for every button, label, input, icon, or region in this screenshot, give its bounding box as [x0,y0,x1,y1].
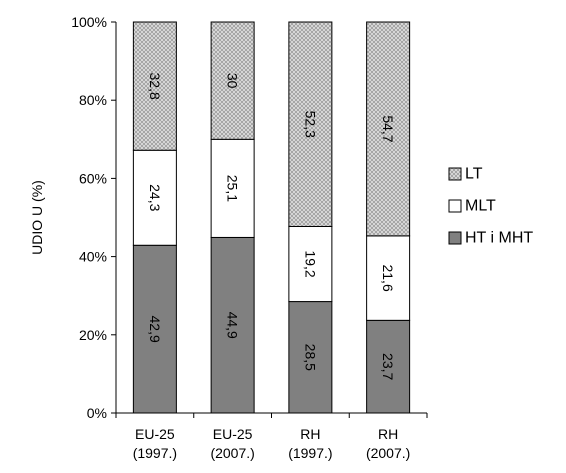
y-tick-label: 80% [79,92,107,108]
y-axis-title: UDIO U (%) [29,180,45,255]
x-tick-label-1: EU-25 [135,426,175,442]
y-tick-label: 60% [79,170,107,186]
data-label-lt-4: 54,7 [380,115,396,142]
legend-swatch-mlt [448,199,462,213]
legend-swatch-ht-i-mht [448,231,462,245]
data-label-ht-i-mht-1: 42,9 [147,316,163,343]
data-label-ht-i-mht-2: 44,9 [225,312,241,339]
data-label-mlt-3: 19,2 [302,250,318,277]
x-tick-label-4: RH [378,426,398,442]
bar-segment-lt-2 [210,21,255,140]
legend-swatch-lt [448,167,462,181]
bar-segment-ht-i-mht-4 [366,319,411,414]
bar-segment-mlt-2 [210,138,255,238]
bar-segment-mlt-4 [366,235,411,321]
bar-segment-ht-i-mht-1 [132,244,177,414]
legend-label-lt: LT [465,166,483,183]
legend-label-mlt: MLT [465,198,496,215]
data-label-ht-i-mht-3: 28,5 [302,344,318,371]
bar-segment-mlt-1 [132,149,177,246]
x-tick-label-2: EU-25 [213,426,253,442]
y-tick-label: 20% [79,327,107,343]
bar-segment-mlt-3 [288,225,333,303]
data-label-lt-3: 52,3 [302,111,318,138]
x-tick-label-3: RH [300,426,320,442]
data-label-mlt-2: 25,1 [225,175,241,202]
data-label-mlt-4: 21,6 [380,264,396,291]
bar-segment-lt-1 [132,21,177,151]
data-label-ht-i-mht-4: 23,7 [380,353,396,380]
bar-segment-ht-i-mht-2 [210,236,255,414]
bar-segment-lt-4 [366,21,411,237]
y-tick-label: 40% [79,249,107,265]
legend-label-ht-i-mht: HT i MHT [465,230,533,247]
legend: LT MLT HT i MHT [448,166,533,247]
axes: EU-25 (1997.) EU-25 (2007.) RH (1997.) RH (2007… [29,14,428,461]
data-label-lt-2: 30 [225,73,241,89]
x-tick-label-4: (2007.) [366,445,410,461]
y-tick-label: 0% [87,405,107,421]
data-label-lt-1: 32,8 [147,72,163,99]
data-label-mlt-1: 24,3 [147,184,163,211]
x-tick-label-3: (1997.) [288,445,332,461]
plot-area: 42,9 24,3 32,8 44,9 25,1 30 28,5 19,2 52,3 23,7 21… [132,21,411,414]
x-tick-label-2: (2007.) [210,445,254,461]
x-tick-label-1: (1997.) [133,445,177,461]
y-tick-label: 100% [71,14,107,30]
bar-segment-lt-3 [288,21,333,227]
